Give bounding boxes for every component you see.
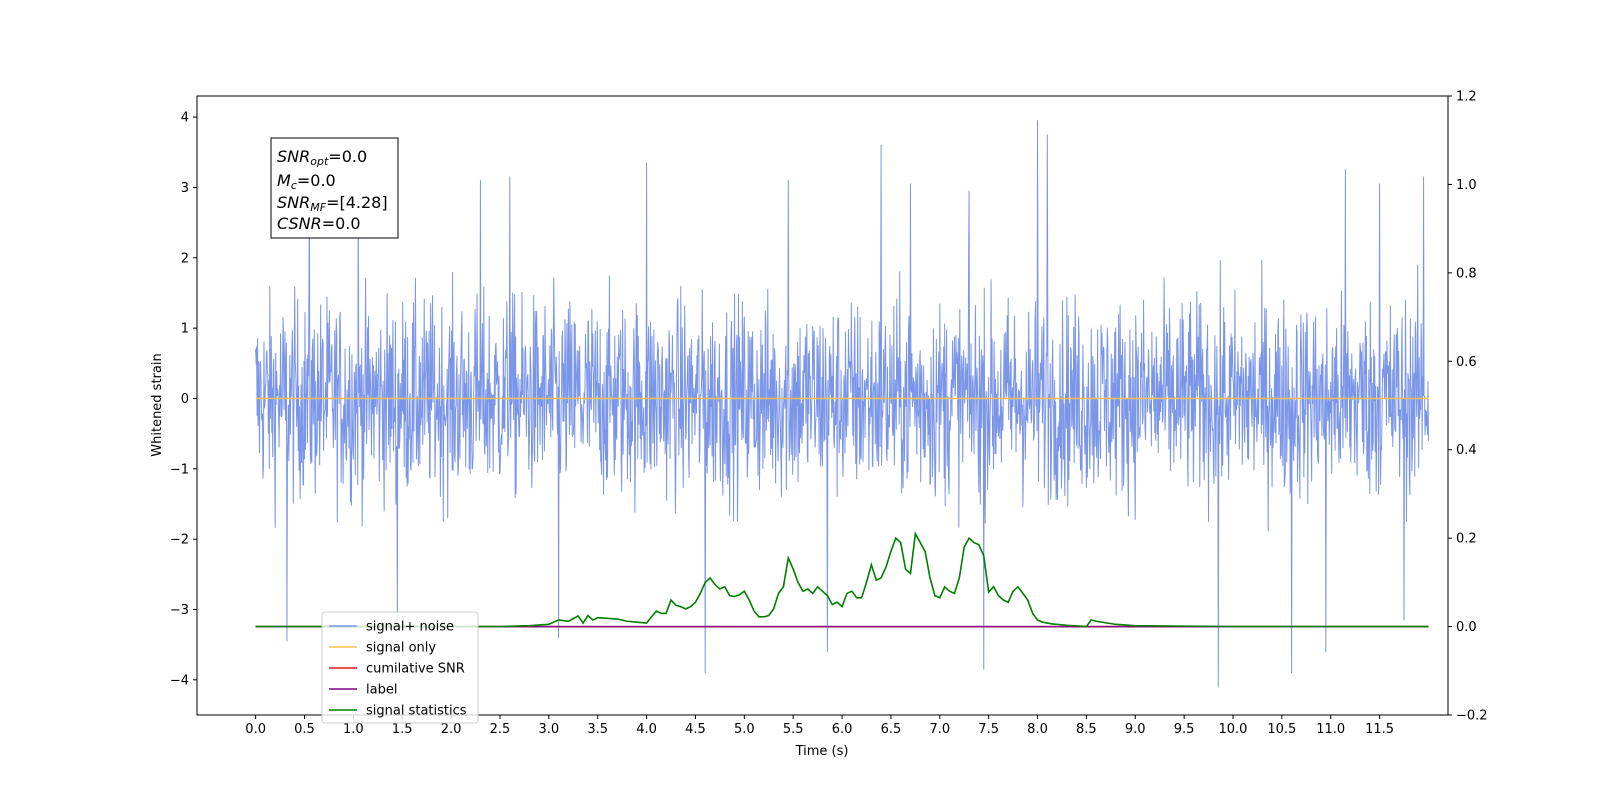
x-tick-label: 10.0 — [1219, 722, 1248, 737]
x-tick-label: 8.0 — [1027, 722, 1048, 737]
x-tick-label: 5.5 — [783, 722, 804, 737]
x-tick-label: 4.5 — [685, 722, 706, 737]
legend-label-signal-noise: signal+ noise — [366, 620, 454, 635]
y2-tick-label: 0.4 — [1456, 443, 1477, 458]
x-tick-label: 4.0 — [636, 722, 657, 737]
y-tick-label: 2 — [181, 251, 189, 266]
annotation-snr-mf: SNRMF=[4.28] — [277, 193, 388, 214]
annotation-csnr: CSNR=0.0 — [277, 214, 361, 233]
y-tick-label: 1 — [181, 322, 189, 337]
x-tick-label: 1.5 — [392, 722, 413, 737]
y-tick-label: 3 — [181, 181, 189, 196]
annotation-box: SNRopt=0.0 Mc=0.0 SNRMF=[4.28] CSNR=0.0 — [270, 137, 399, 239]
x-tick-label: 0.0 — [245, 722, 266, 737]
x-tick-label: 3.0 — [539, 722, 560, 737]
y2-tick-label: 0.6 — [1456, 355, 1477, 370]
y2-tick-label: 0.0 — [1456, 620, 1477, 635]
annotation-box-frame — [270, 137, 399, 239]
annotation-mc: Mc=0.0 — [277, 171, 336, 192]
x-tick-label: 11.0 — [1316, 722, 1345, 737]
y2-tick-label: −0.2 — [1456, 709, 1488, 724]
series-line-signal-statistics — [255, 531, 1429, 628]
y-axis-label: Whitened strain — [150, 353, 165, 456]
x-tick-label: 11.5 — [1365, 722, 1394, 737]
y2-tick-label: 1.0 — [1456, 178, 1477, 193]
legend-label-label: label — [366, 683, 397, 698]
x-tick-label: 9.0 — [1125, 722, 1146, 737]
y-tick-label: −1 — [170, 462, 189, 477]
y-tick-label: −4 — [170, 673, 189, 688]
x-tick-label: 2.0 — [441, 722, 462, 737]
x-tick-label: 8.5 — [1076, 722, 1097, 737]
y-axis-left: −4 −3 −2 −1 0 1 2 3 4 — [170, 111, 197, 688]
x-tick-label: 6.0 — [832, 722, 853, 737]
legend: signal+ noise signal only cumilative SNR la… — [321, 611, 479, 724]
x-tick-label: 5.0 — [734, 722, 755, 737]
x-axis: 0.0 0.5 1.0 1.5 2.0 2.5 3.0 3.5 4.0 4.5 5.0 5.5 6.0 6… — [245, 715, 1394, 737]
y-tick-label: −2 — [170, 533, 189, 548]
y-tick-label: 0 — [181, 392, 189, 407]
x-tick-label: 7.0 — [929, 722, 950, 737]
y-tick-label: −3 — [170, 603, 189, 618]
x-tick-label: 2.5 — [490, 722, 511, 737]
x-tick-label: 0.5 — [294, 722, 315, 737]
legend-label-signal-only: signal only — [366, 641, 436, 656]
x-tick-label: 3.5 — [587, 722, 608, 737]
x-tick-label: 9.5 — [1174, 722, 1195, 737]
x-tick-label: 6.5 — [881, 722, 902, 737]
legend-frame — [321, 611, 479, 724]
y2-tick-label: 0.2 — [1456, 532, 1477, 547]
legend-label-cumilative-snr: cumilative SNR — [366, 662, 465, 677]
y-tick-label: 4 — [181, 111, 189, 126]
x-tick-label: 10.5 — [1267, 722, 1296, 737]
annotation-snr-opt: SNRopt=0.0 — [277, 147, 367, 168]
plot-frame — [196, 95, 1449, 716]
x-axis-label: Time (s) — [795, 744, 849, 759]
y-axis-right: −0.2 0.0 0.2 0.4 0.6 0.8 1.0 1.2 — [1448, 90, 1488, 724]
x-tick-label: 1.0 — [343, 722, 364, 737]
x-tick-label: 7.5 — [978, 722, 999, 737]
y2-tick-label: 1.2 — [1456, 90, 1477, 105]
legend-label-signal-statistics: signal statistics — [366, 704, 467, 719]
y2-tick-label: 0.8 — [1456, 266, 1477, 281]
